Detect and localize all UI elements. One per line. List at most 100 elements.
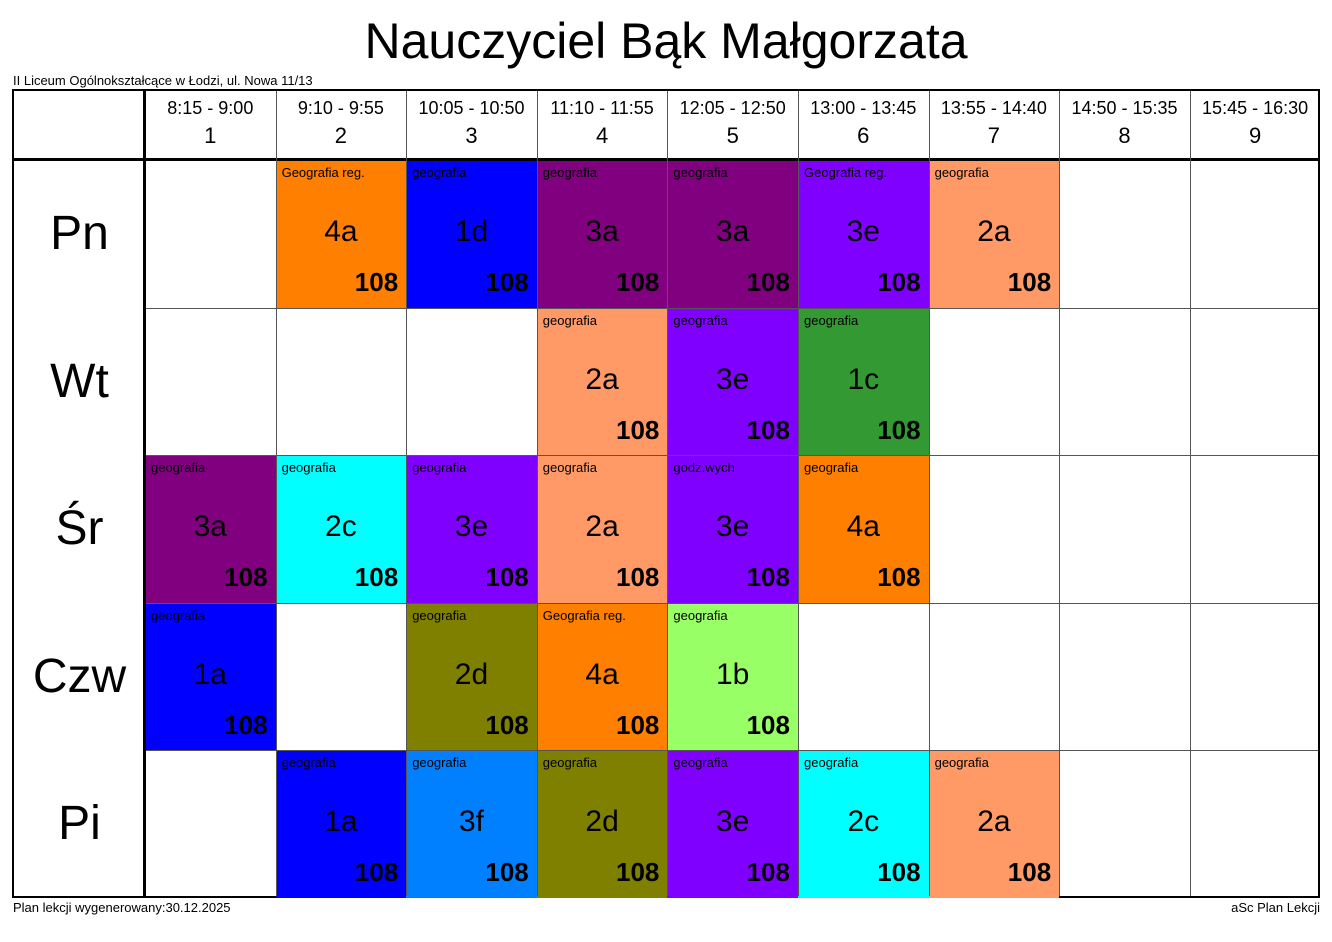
lesson-class: 1a [193, 657, 227, 691]
lesson-room: 108 [877, 414, 921, 445]
column-divider [928, 91, 930, 896]
period-header: 11:10 - 11:55 4 [537, 91, 668, 160]
row-divider [145, 602, 1318, 604]
lesson-room: 108 [485, 267, 529, 297]
lesson-subject: geografia [412, 460, 467, 475]
lesson-class: 3e [716, 510, 750, 543]
lesson-cell: geografia 1a 108 [145, 602, 276, 750]
lesson-subject: godz.wych [673, 460, 735, 475]
lesson-subject: geografia [673, 312, 728, 328]
lesson-subject: Geografia reg. [281, 165, 365, 180]
lesson-subject: geografia [934, 165, 989, 180]
column-divider [1189, 91, 1191, 896]
lesson-subject: geografia [804, 755, 859, 770]
lesson-class: 2a [977, 215, 1011, 248]
lesson-cell: geografia 2d 108 [536, 750, 668, 898]
lesson-subject: geografia [542, 460, 598, 475]
period-number: 7 [987, 123, 1001, 148]
lesson-room: 108 [485, 562, 529, 592]
lesson-cell: Geografia reg. 3e 108 [798, 160, 929, 308]
period-header: 12:05 - 12:50 5 [667, 91, 798, 160]
lesson-cell: geografia 1b 108 [667, 602, 798, 750]
lesson-cell: geografia 3e 108 [406, 455, 537, 603]
column-divider [406, 91, 408, 896]
day-column-divider [143, 91, 146, 896]
day-label: Wt [50, 354, 109, 408]
lesson-class: 3a [585, 215, 619, 248]
lesson-class: 1a [324, 805, 358, 838]
lesson-room: 108 [1007, 857, 1052, 887]
header-divider [14, 158, 1318, 161]
generated-date: Plan lekcji wygenerowany:30.12.2025 [13, 900, 231, 915]
lesson-cell: geografia 3a 108 [536, 160, 668, 308]
lesson-class: 3e [846, 215, 880, 248]
lesson-cell: geografia 3e 108 [667, 307, 798, 455]
day-label: Pi [58, 797, 101, 850]
period-time: 15:45 - 16:30 [1202, 98, 1309, 118]
lesson-subject: geografia [934, 755, 989, 770]
lesson-room: 108 [877, 857, 921, 887]
lesson-cell: geografia 4a 108 [798, 455, 929, 603]
lesson-subject: geografia [151, 460, 206, 475]
lesson-room: 108 [616, 414, 660, 445]
lesson-class: 4a [585, 657, 619, 691]
period-time: 8:15 - 9:00 [167, 98, 254, 118]
lesson-class: 3a [193, 510, 227, 543]
lesson-cell: geografia 2a 108 [928, 160, 1060, 308]
lesson-subject: geografia [412, 607, 467, 623]
lesson-cell: Geografia reg. 4a 108 [275, 160, 407, 308]
lesson-class: 4a [846, 510, 880, 543]
lesson-class: 3a [716, 215, 750, 248]
school-name: II Liceum Ogólnokształcące w Łodzi, ul. … [13, 73, 313, 88]
period-time: 14:50 - 15:35 [1071, 98, 1178, 118]
lesson-room: 108 [746, 709, 790, 740]
lesson-room: 108 [354, 562, 399, 592]
period-number: 6 [857, 123, 870, 148]
period-time: 12:05 - 12:50 [679, 98, 786, 118]
period-number: 9 [1248, 123, 1262, 148]
lesson-cell: geografia 3a 108 [145, 455, 276, 603]
column-divider [1059, 91, 1061, 896]
period-header: 13:00 - 13:45 6 [798, 91, 929, 160]
column-divider [275, 91, 277, 896]
period-header: 10:05 - 10:50 3 [406, 91, 537, 160]
day-label: Czw [32, 649, 127, 703]
lesson-room: 108 [354, 857, 399, 887]
lesson-class: 2d [454, 657, 489, 691]
period-number: 1 [204, 123, 217, 148]
lesson-cell: geografia 3f 108 [406, 750, 537, 898]
period-number: 3 [465, 123, 478, 148]
lesson-room: 108 [877, 267, 921, 297]
lesson-subject: geografia [542, 312, 598, 328]
lesson-room: 108 [354, 267, 399, 297]
period-time: 10:05 - 10:50 [418, 98, 525, 118]
lesson-subject: geografia [804, 312, 859, 328]
lesson-subject: Geografia reg. [804, 165, 888, 180]
column-divider [667, 91, 669, 896]
lesson-class: 2a [977, 805, 1011, 838]
period-header: 14:50 - 15:35 8 [1059, 91, 1190, 160]
lesson-room: 108 [224, 709, 268, 740]
lesson-class: 2a [585, 510, 619, 543]
column-divider [798, 91, 799, 896]
period-header: 13:55 - 14:40 7 [929, 91, 1060, 160]
lesson-room: 108 [616, 709, 660, 740]
day-label: Pn [50, 207, 109, 260]
lesson-room: 108 [746, 857, 790, 887]
lesson-cell: geografia 2a 108 [536, 307, 668, 455]
lesson-class: 3e [716, 362, 750, 396]
row-divider [145, 750, 1318, 751]
period-header: 9:10 - 9:55 2 [276, 91, 407, 160]
lesson-room: 108 [746, 414, 790, 445]
period-number: 5 [726, 123, 739, 148]
lesson-class: 2c [325, 510, 357, 543]
lesson-class: 2a [585, 362, 619, 396]
lesson-subject: geografia [542, 755, 598, 770]
day-label: Śr [55, 502, 104, 555]
column-divider [536, 91, 538, 896]
period-time: 11:10 - 11:55 [550, 98, 654, 118]
lesson-subject: geografia [151, 607, 206, 623]
lesson-subject: geografia [542, 165, 598, 180]
lesson-subject: geografia [281, 460, 336, 475]
page-title: Nauczyciel Bąk Małgorzata [364, 13, 968, 69]
